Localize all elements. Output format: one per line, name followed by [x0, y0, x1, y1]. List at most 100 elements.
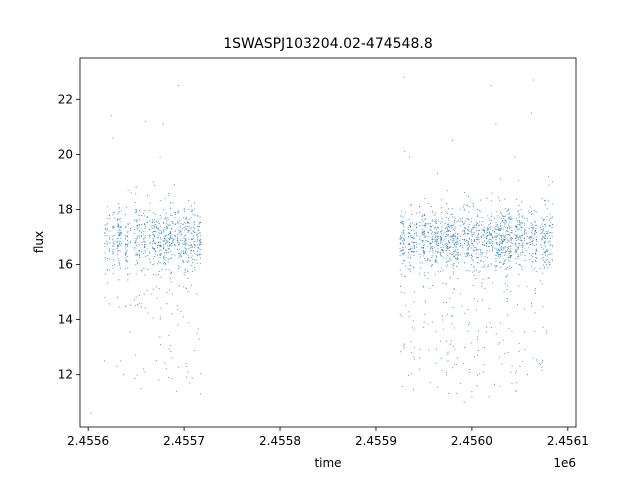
data-point	[412, 250, 414, 253]
data-point	[452, 229, 454, 231]
data-point	[118, 279, 120, 281]
data-point	[168, 224, 170, 226]
data-point	[129, 240, 131, 242]
data-point	[475, 278, 477, 280]
data-point	[407, 226, 409, 229]
data-point	[135, 237, 137, 239]
data-point	[185, 222, 187, 224]
data-point	[441, 207, 443, 209]
data-point	[507, 240, 509, 242]
data-point	[106, 205, 108, 207]
data-point	[123, 374, 125, 376]
data-point	[422, 221, 424, 223]
data-point	[427, 223, 429, 225]
data-point	[501, 217, 503, 219]
data-point	[404, 304, 406, 306]
data-point	[185, 376, 187, 378]
data-point	[160, 253, 162, 256]
data-point	[464, 243, 466, 245]
data-point	[521, 235, 523, 237]
data-point	[499, 385, 501, 387]
data-point	[158, 235, 160, 237]
data-point	[468, 323, 470, 326]
data-point	[490, 264, 492, 266]
data-point	[504, 235, 506, 237]
data-point	[126, 249, 128, 252]
data-point	[476, 222, 479, 225]
data-point	[456, 265, 458, 268]
data-point	[162, 230, 164, 232]
data-point	[409, 249, 411, 251]
data-point	[440, 237, 442, 239]
data-point	[404, 265, 406, 267]
data-point	[431, 212, 433, 214]
data-point	[457, 257, 459, 259]
data-point	[534, 233, 536, 235]
data-point	[118, 259, 120, 261]
data-point	[520, 235, 522, 237]
data-point	[489, 250, 491, 252]
data-point	[524, 229, 526, 232]
data-point	[184, 242, 186, 244]
data-point	[177, 237, 179, 239]
data-point	[543, 261, 545, 263]
data-point	[113, 225, 115, 228]
data-point	[157, 254, 159, 256]
data-point	[440, 241, 442, 243]
data-point	[109, 250, 111, 252]
data-point	[404, 246, 406, 248]
data-point	[183, 229, 185, 231]
data-point	[472, 284, 474, 287]
data-point	[400, 220, 402, 222]
y-tick-label: 16	[58, 258, 73, 272]
data-point	[191, 270, 193, 273]
data-point	[520, 227, 522, 229]
data-point	[140, 231, 142, 233]
data-point	[436, 261, 438, 263]
data-point	[159, 229, 161, 231]
data-point	[536, 243, 538, 245]
data-point	[477, 336, 479, 338]
data-point	[542, 264, 544, 266]
data-point	[516, 236, 518, 238]
data-point	[486, 197, 488, 199]
data-point	[182, 217, 184, 219]
data-point	[530, 236, 532, 238]
data-point	[507, 238, 509, 240]
data-point	[151, 263, 153, 266]
data-point	[144, 274, 146, 276]
data-point	[505, 268, 507, 270]
data-point	[503, 246, 505, 249]
data-point	[191, 255, 193, 257]
data-point	[174, 244, 176, 247]
data-point	[140, 224, 143, 226]
data-point	[455, 241, 457, 244]
data-point	[117, 245, 119, 247]
data-point	[149, 237, 151, 239]
data-point	[125, 235, 127, 237]
data-point	[491, 245, 493, 247]
data-point	[508, 226, 511, 228]
data-point	[118, 264, 121, 266]
data-point	[545, 235, 547, 237]
data-point	[442, 239, 444, 241]
data-point	[509, 260, 511, 262]
x-axis-offset-label: 1e6	[553, 456, 576, 470]
data-point	[124, 254, 126, 256]
data-point	[444, 232, 446, 234]
data-point	[543, 259, 545, 261]
data-point	[429, 287, 431, 289]
data-point	[534, 288, 536, 290]
data-point	[504, 268, 506, 270]
data-point	[457, 258, 459, 260]
data-point	[510, 371, 512, 373]
data-point	[151, 246, 153, 248]
data-point	[510, 218, 512, 220]
data-point	[401, 234, 403, 236]
data-point	[187, 254, 189, 256]
data-point	[457, 277, 459, 280]
data-point	[143, 268, 145, 270]
data-point	[169, 257, 172, 259]
data-point	[442, 243, 444, 245]
data-point	[508, 250, 510, 252]
